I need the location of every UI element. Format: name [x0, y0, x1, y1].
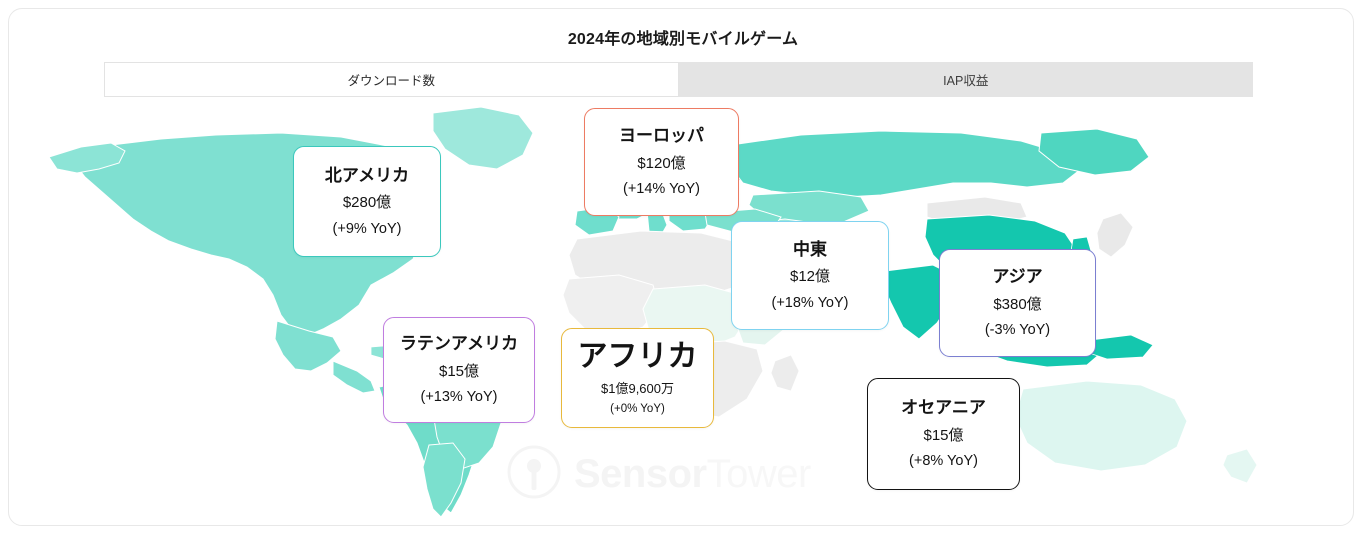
- region-name: アフリカ: [577, 340, 698, 374]
- region-yoy: (+14% YoY): [623, 181, 700, 198]
- region-card-africa[interactable]: アフリカ $1億9,600万 (+0% YoY): [561, 328, 714, 428]
- region-value: $15億: [438, 362, 480, 380]
- region-value: $15億: [923, 426, 964, 444]
- region-value: $12億: [789, 268, 831, 286]
- region-central-america-shape: [332, 360, 376, 394]
- region-value: $1億9,600万: [601, 380, 674, 396]
- region-value: $120億: [637, 154, 686, 172]
- region-russia-shape: [728, 130, 1082, 198]
- region-card-north-america[interactable]: 北アメリカ $280億 (+9% YoY): [293, 146, 441, 257]
- region-yoy: (+0% YoY): [610, 402, 665, 415]
- dashboard-card: 2024年の地域別モバイルゲーム ダウンロード数 IAP収益: [8, 8, 1354, 526]
- region-name: 中東: [793, 239, 827, 259]
- region-mexico-shape: [274, 320, 342, 372]
- region-yoy: (+18% YoY): [771, 294, 849, 311]
- region-madagascar-shape: [770, 354, 800, 392]
- region-name: オセアニア: [901, 398, 986, 418]
- region-name: 北アメリカ: [324, 165, 410, 185]
- metric-tabbar: ダウンロード数 IAP収益: [104, 62, 1253, 97]
- region-card-asia[interactable]: アジア $380億 (-3% YoY): [939, 249, 1096, 357]
- region-yoy: (+13% YoY): [420, 389, 498, 406]
- region-greenland-shape: [432, 106, 534, 170]
- region-card-oceania[interactable]: オセアニア $15億 (+8% YoY): [867, 378, 1020, 490]
- region-yoy: (+8% YoY): [909, 453, 978, 470]
- region-yoy: (+9% YoY): [332, 220, 402, 237]
- region-value: $280億: [342, 194, 392, 212]
- region-name: ラテンアメリカ: [399, 334, 519, 354]
- region-alaska-shape: [48, 142, 126, 174]
- region-card-europe[interactable]: ヨーロッパ $120億 (+14% YoY): [584, 108, 739, 216]
- region-name: ヨーロッパ: [619, 126, 704, 146]
- tab-iap-revenue[interactable]: IAP収益: [678, 62, 1253, 97]
- region-yoy: (-3% YoY): [984, 322, 1051, 339]
- region-card-latin-america[interactable]: ラテンアメリカ $15億 (+13% YoY): [383, 317, 535, 423]
- tab-downloads[interactable]: ダウンロード数: [104, 62, 679, 97]
- region-value: $380億: [993, 295, 1042, 313]
- page-title: 2024年の地域別モバイルゲーム: [567, 31, 799, 48]
- region-card-middle-east[interactable]: 中東 $12億 (+18% YoY): [731, 221, 889, 330]
- region-japan-shape: [1096, 212, 1134, 258]
- region-australia-shape: [1014, 380, 1188, 472]
- region-name: アジア: [992, 267, 1043, 287]
- region-new-zealand-shape: [1222, 448, 1258, 484]
- region-siberia-east-shape: [1038, 128, 1150, 176]
- region-chile-argentina-shape: [422, 442, 466, 518]
